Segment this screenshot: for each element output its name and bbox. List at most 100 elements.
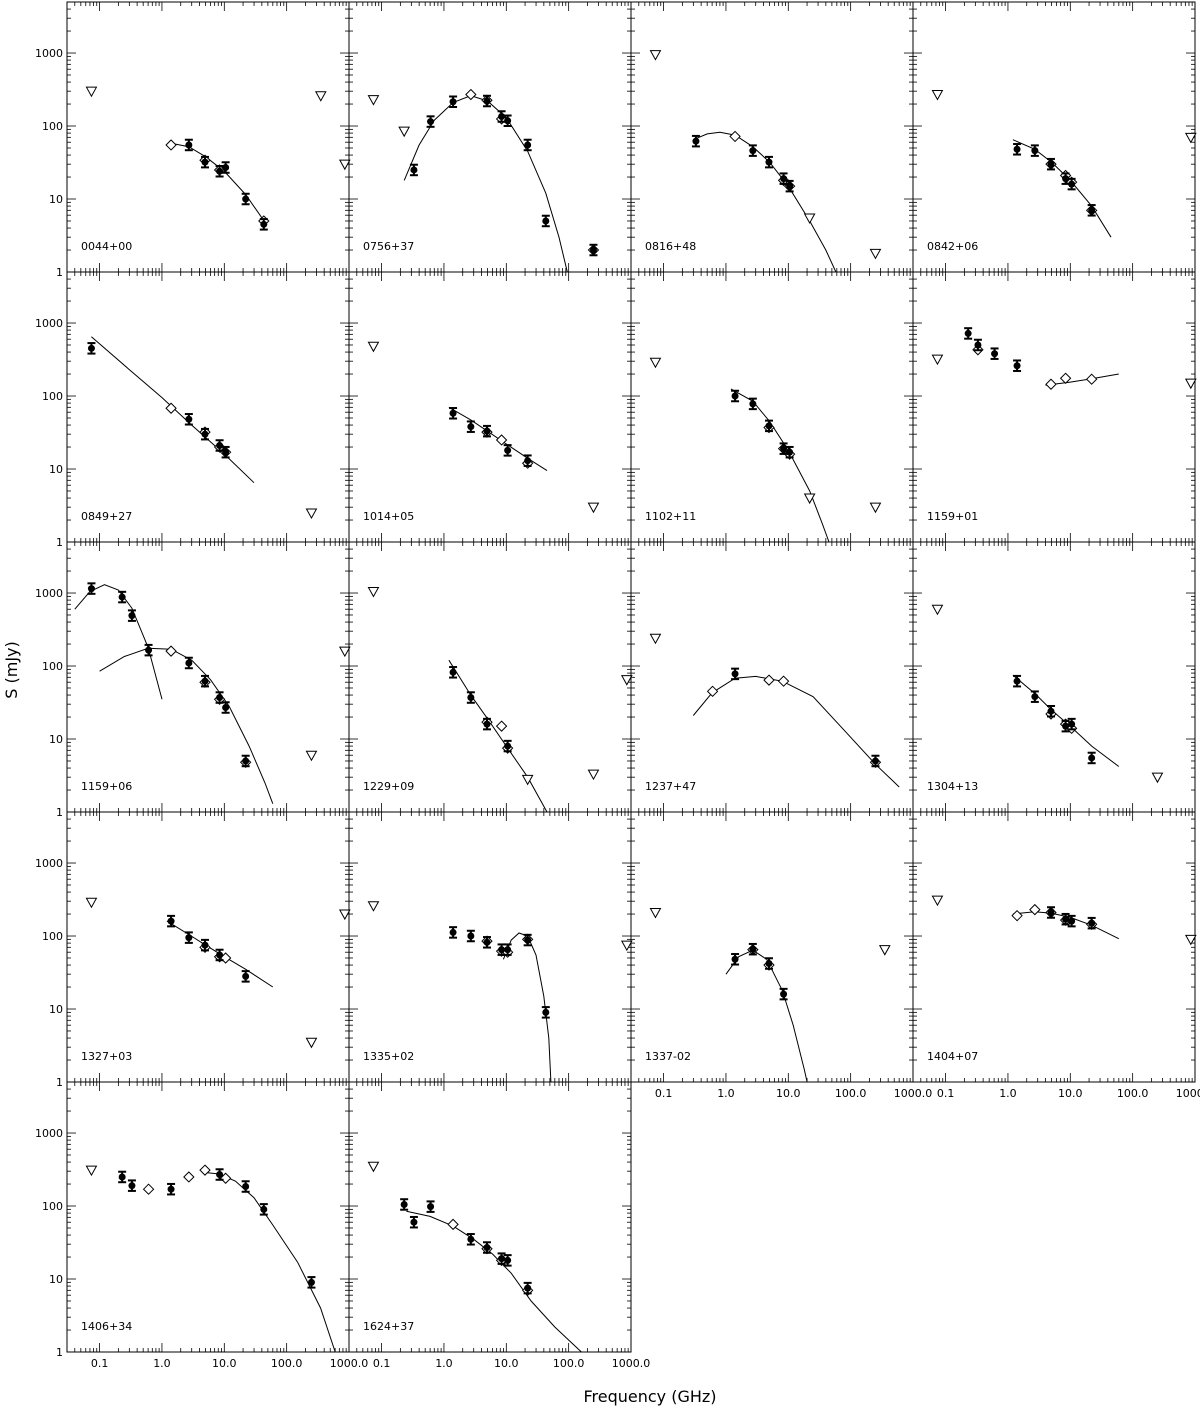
y-tick-label: 1000 xyxy=(35,47,63,60)
filled-point xyxy=(542,1008,550,1016)
panel-source-label: 0816+48 xyxy=(645,240,696,253)
panel-frame xyxy=(348,1,632,273)
x-tick-label: 1000.0 xyxy=(330,1357,369,1370)
filled-point xyxy=(1031,693,1039,701)
open-diamond-point xyxy=(183,1171,195,1183)
open-diamond-point xyxy=(495,434,508,446)
open-diamond-point xyxy=(447,1218,459,1231)
filled-point xyxy=(504,446,512,454)
open-diamond-point xyxy=(165,139,177,151)
x-tick-label: 10.0 xyxy=(776,1087,801,1100)
panel-frame xyxy=(66,271,350,543)
filled-point xyxy=(542,217,550,225)
panel-0816+48: 0816+48 xyxy=(630,1,914,273)
y-tick-label: 10 xyxy=(49,1273,63,1286)
filled-point xyxy=(1062,722,1070,730)
y-tick-label: 10 xyxy=(49,463,63,476)
filled-point xyxy=(449,928,457,936)
filled-point xyxy=(201,430,209,438)
filled-point xyxy=(167,917,175,925)
y-tick-label: 10 xyxy=(49,1003,63,1016)
fit-curve xyxy=(725,949,808,1083)
filled-point xyxy=(145,646,153,654)
filled-point xyxy=(185,934,193,942)
filled-point xyxy=(1047,908,1055,916)
x-tick-label: 1.0 xyxy=(153,1357,171,1370)
filled-point xyxy=(731,392,739,400)
upper-limit-triangle xyxy=(338,159,351,171)
panel-1159+06: 1 10 100 1000 1159+06 xyxy=(35,541,351,819)
filled-point xyxy=(1013,145,1021,153)
filled-point xyxy=(524,141,532,149)
panel-source-label: 1159+01 xyxy=(927,510,978,523)
filled-point xyxy=(1062,915,1070,923)
upper-limit-triangle xyxy=(587,769,600,781)
filled-point xyxy=(483,938,491,946)
filled-point xyxy=(216,167,224,175)
filled-point xyxy=(467,423,475,431)
upper-limit-triangle xyxy=(620,940,633,952)
panel-source-label: 0756+37 xyxy=(363,240,414,253)
filled-point xyxy=(87,585,95,593)
y-tick-label: 10 xyxy=(49,193,63,206)
filled-point xyxy=(504,946,512,954)
y-tick-label: 1000 xyxy=(35,857,63,870)
open-diamond-point xyxy=(165,645,177,657)
filled-point xyxy=(201,941,209,949)
filled-point xyxy=(765,158,773,166)
y-tick-label: 1 xyxy=(56,1076,63,1089)
upper-limit-triangle xyxy=(649,357,662,369)
y-tick-label: 1 xyxy=(56,1346,63,1359)
filled-point xyxy=(222,164,230,172)
filled-point xyxy=(504,117,512,125)
upper-limit-triangle xyxy=(305,750,318,762)
filled-point xyxy=(1068,917,1076,925)
upper-limit-triangle xyxy=(931,354,944,366)
filled-point xyxy=(449,409,457,417)
filled-point xyxy=(1047,160,1055,168)
y-axis-title: S (mJy) xyxy=(2,641,21,699)
filled-point xyxy=(185,141,193,149)
upper-limit-triangle xyxy=(869,502,882,514)
panel-source-label: 1624+37 xyxy=(363,1320,414,1333)
filled-point xyxy=(589,246,597,254)
x-tick-label: 100.0 xyxy=(835,1087,867,1100)
upper-limit-triangle xyxy=(85,86,98,98)
filled-point xyxy=(498,112,506,120)
fit-curve xyxy=(730,388,830,543)
y-tick-label: 100 xyxy=(42,120,63,133)
x-tick-label: 0.1 xyxy=(373,1357,391,1370)
panel-1304+13: 1304+13 xyxy=(912,541,1196,813)
panel-0044+00: 1 10 100 1000 0044+00 xyxy=(35,1,351,279)
upper-limit-triangle xyxy=(1184,934,1197,946)
fit-curve xyxy=(1012,674,1120,767)
panel-1229+09: 1229+09 xyxy=(348,541,633,813)
filled-point xyxy=(185,415,193,423)
panel-frame xyxy=(912,271,1196,543)
panel-frame xyxy=(630,1,914,273)
open-diamond-point xyxy=(1011,909,1023,922)
filled-point xyxy=(242,972,250,980)
panel-1624+37: 0.1 1.0 10.0 100.0 1000.0 1624+37 xyxy=(348,1081,650,1370)
panel-1102+11: 1102+11 xyxy=(630,271,914,543)
filled-point xyxy=(524,936,532,944)
y-tick-label: 100 xyxy=(42,660,63,673)
filled-point xyxy=(427,1203,435,1211)
filled-point xyxy=(449,668,457,676)
open-diamond-point xyxy=(1045,378,1057,390)
panel-0756+37: 0756+37 xyxy=(348,1,632,273)
filled-point xyxy=(498,1255,506,1263)
fit-curve xyxy=(1045,373,1119,386)
y-tick-label: 1 xyxy=(56,536,63,549)
panel-frame xyxy=(348,271,632,543)
x-tick-label: 100.0 xyxy=(553,1357,585,1370)
filled-point xyxy=(1013,362,1021,370)
filled-point xyxy=(749,147,757,155)
upper-limit-triangle xyxy=(649,633,662,645)
upper-limit-triangle xyxy=(338,909,351,921)
upper-limit-triangle xyxy=(367,341,380,353)
y-tick-label: 1000 xyxy=(35,317,63,330)
filled-point xyxy=(483,427,491,435)
panel-frame xyxy=(912,1,1196,273)
